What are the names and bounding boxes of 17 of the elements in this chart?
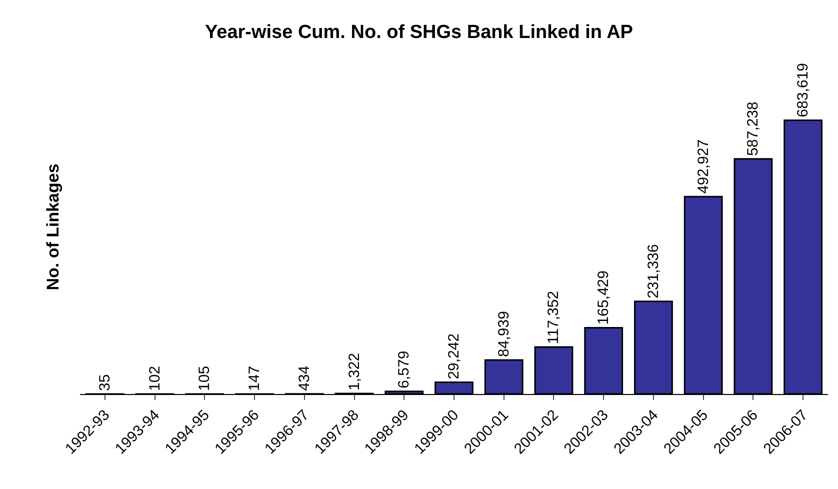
chart-title: Year-wise Cum. No. of SHGs Bank Linked in AP: [205, 22, 634, 43]
data-label: 84,939: [495, 311, 512, 357]
y-axis-title: No. of Linkages: [44, 164, 63, 290]
data-label: 102: [146, 366, 164, 391]
data-label: 165,429: [595, 270, 612, 325]
data-label: 29,242: [446, 333, 462, 380]
data-label: 683,619: [794, 62, 812, 118]
data-label: 1,322: [346, 352, 363, 390]
data-label: 492,927: [694, 139, 712, 194]
data-label: 117,352: [545, 290, 562, 344]
data-label: 35: [96, 374, 114, 391]
data-label: 105: [196, 366, 214, 391]
data-label: 231,336: [644, 244, 662, 298]
data-label: 434: [296, 366, 313, 391]
data-label: 147: [246, 366, 264, 391]
data-label: 587,238: [744, 102, 762, 156]
data-label: 6,579: [396, 350, 413, 388]
